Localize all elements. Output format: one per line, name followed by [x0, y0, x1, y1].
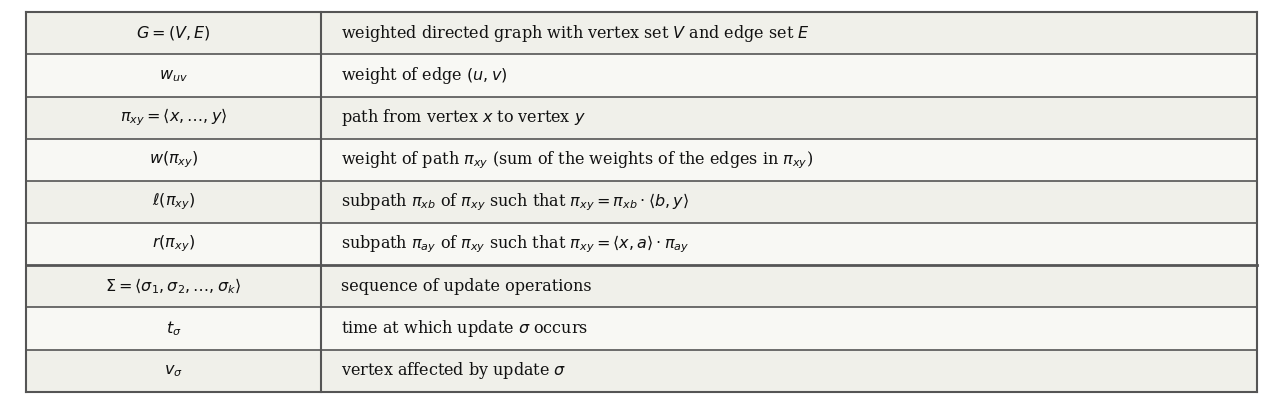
Text: sequence of update operations: sequence of update operations: [340, 278, 591, 295]
Text: weight of edge $(u, v)$: weight of edge $(u, v)$: [340, 65, 507, 86]
Text: $v_{\sigma}$: $v_{\sigma}$: [164, 362, 183, 379]
Text: time at which update $\sigma$ occurs: time at which update $\sigma$ occurs: [340, 318, 588, 339]
Text: weighted directed graph with vertex set $V$ and edge set $E$: weighted directed graph with vertex set …: [340, 23, 810, 44]
Text: vertex affected by update $\sigma$: vertex affected by update $\sigma$: [340, 360, 566, 381]
Bar: [26, 223, 1257, 265]
Text: $\Sigma = \langle \sigma_1, \sigma_2, \ldots, \sigma_k \rangle$: $\Sigma = \langle \sigma_1, \sigma_2, \l…: [105, 277, 241, 296]
Bar: [26, 307, 1257, 350]
Bar: [26, 139, 1257, 181]
Bar: [26, 12, 1257, 54]
Text: weight of path $\pi_{xy}$ (sum of the weights of the edges in $\pi_{xy}$): weight of path $\pi_{xy}$ (sum of the we…: [340, 149, 812, 170]
Text: $w_{uv}$: $w_{uv}$: [159, 67, 187, 84]
Text: subpath $\pi_{ay}$ of $\pi_{xy}$ such that $\pi_{xy} = \langle x, a \rangle \cdo: subpath $\pi_{ay}$ of $\pi_{xy}$ such th…: [340, 234, 689, 255]
Text: $G = (V, E)$: $G = (V, E)$: [136, 24, 210, 42]
Text: $\ell(\pi_{xy})$: $\ell(\pi_{xy})$: [151, 192, 195, 212]
Text: $t_{\sigma}$: $t_{\sigma}$: [166, 319, 181, 338]
Bar: [26, 181, 1257, 223]
Bar: [26, 54, 1257, 97]
Bar: [26, 97, 1257, 139]
Text: path from vertex $x$ to vertex $y$: path from vertex $x$ to vertex $y$: [340, 107, 585, 128]
Bar: [26, 350, 1257, 392]
Text: $\pi_{xy} = \langle x, \ldots, y \rangle$: $\pi_{xy} = \langle x, \ldots, y \rangle…: [119, 107, 227, 128]
Bar: [26, 265, 1257, 307]
Text: subpath $\pi_{xb}$ of $\pi_{xy}$ such that $\pi_{xy} = \pi_{xb} \cdot \langle b,: subpath $\pi_{xb}$ of $\pi_{xy}$ such th…: [340, 191, 689, 213]
Text: $r(\pi_{xy})$: $r(\pi_{xy})$: [151, 234, 195, 255]
Text: $w(\pi_{xy})$: $w(\pi_{xy})$: [149, 149, 199, 170]
